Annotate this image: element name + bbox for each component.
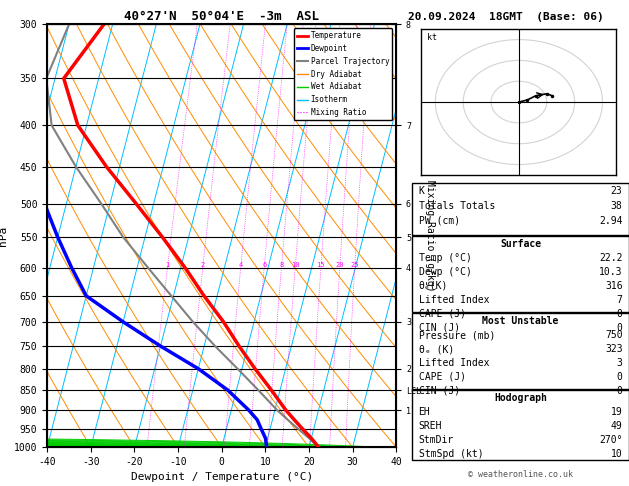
Text: 750: 750 <box>605 330 623 340</box>
Text: kt: kt <box>427 33 437 42</box>
Text: 25: 25 <box>350 262 359 268</box>
Text: 7: 7 <box>616 295 623 305</box>
Text: 15: 15 <box>316 262 325 268</box>
Text: StmSpd (kt): StmSpd (kt) <box>418 449 483 459</box>
Text: Dewp (°C): Dewp (°C) <box>418 267 471 277</box>
Text: CIN (J): CIN (J) <box>418 323 460 333</box>
Text: CIN (J): CIN (J) <box>418 386 460 396</box>
Text: Most Unstable: Most Unstable <box>482 316 559 326</box>
Bar <box>412 313 629 389</box>
Text: StmDir: StmDir <box>418 435 454 445</box>
Text: 0: 0 <box>616 323 623 333</box>
Text: 22.2: 22.2 <box>599 253 623 263</box>
Text: 3: 3 <box>616 358 623 368</box>
X-axis label: Dewpoint / Temperature (°C): Dewpoint / Temperature (°C) <box>131 472 313 483</box>
Bar <box>412 183 629 235</box>
Text: CAPE (J): CAPE (J) <box>418 309 465 319</box>
Text: 4: 4 <box>238 262 243 268</box>
Text: 38: 38 <box>611 201 623 210</box>
Y-axis label: hPa: hPa <box>0 226 8 246</box>
Text: Totals Totals: Totals Totals <box>418 201 495 210</box>
Text: 23: 23 <box>611 186 623 196</box>
Text: Pressure (mb): Pressure (mb) <box>418 330 495 340</box>
Text: SREH: SREH <box>418 421 442 431</box>
Text: 20.09.2024  18GMT  (Base: 06): 20.09.2024 18GMT (Base: 06) <box>408 12 603 22</box>
Text: 316: 316 <box>605 281 623 291</box>
Text: 0: 0 <box>616 309 623 319</box>
Text: 10.3: 10.3 <box>599 267 623 277</box>
Text: 0: 0 <box>616 386 623 396</box>
Text: θₑ (K): θₑ (K) <box>418 344 454 354</box>
Text: 0: 0 <box>616 372 623 382</box>
Text: 49: 49 <box>611 421 623 431</box>
Bar <box>412 390 629 460</box>
Text: 10: 10 <box>611 449 623 459</box>
Text: Temp (°C): Temp (°C) <box>418 253 471 263</box>
Legend: Temperature, Dewpoint, Parcel Trajectory, Dry Adiabat, Wet Adiabat, Isotherm, Mi: Temperature, Dewpoint, Parcel Trajectory… <box>294 28 392 120</box>
Text: 8: 8 <box>279 262 284 268</box>
Text: 2: 2 <box>201 262 205 268</box>
Text: θₑ(K): θₑ(K) <box>418 281 448 291</box>
Text: Lifted Index: Lifted Index <box>418 358 489 368</box>
Text: Lifted Index: Lifted Index <box>418 295 489 305</box>
Text: 20: 20 <box>335 262 344 268</box>
Text: Surface: Surface <box>500 239 541 249</box>
Y-axis label: Mixing Ratio (g/kg): Mixing Ratio (g/kg) <box>425 180 435 292</box>
Bar <box>412 236 629 312</box>
Text: 1: 1 <box>165 262 170 268</box>
Text: K: K <box>418 186 425 196</box>
Text: 6: 6 <box>262 262 266 268</box>
Title: 40°27'N  50°04'E  -3m  ASL: 40°27'N 50°04'E -3m ASL <box>124 10 320 23</box>
Text: © weatheronline.co.uk: © weatheronline.co.uk <box>468 470 573 479</box>
Text: 270°: 270° <box>599 435 623 445</box>
Text: EH: EH <box>418 407 430 417</box>
Text: 2.94: 2.94 <box>599 216 623 226</box>
Text: CAPE (J): CAPE (J) <box>418 372 465 382</box>
Text: PW (cm): PW (cm) <box>418 216 460 226</box>
Text: 19: 19 <box>611 407 623 417</box>
Text: 323: 323 <box>605 344 623 354</box>
Text: Hodograph: Hodograph <box>494 393 547 403</box>
Text: 10: 10 <box>291 262 299 268</box>
